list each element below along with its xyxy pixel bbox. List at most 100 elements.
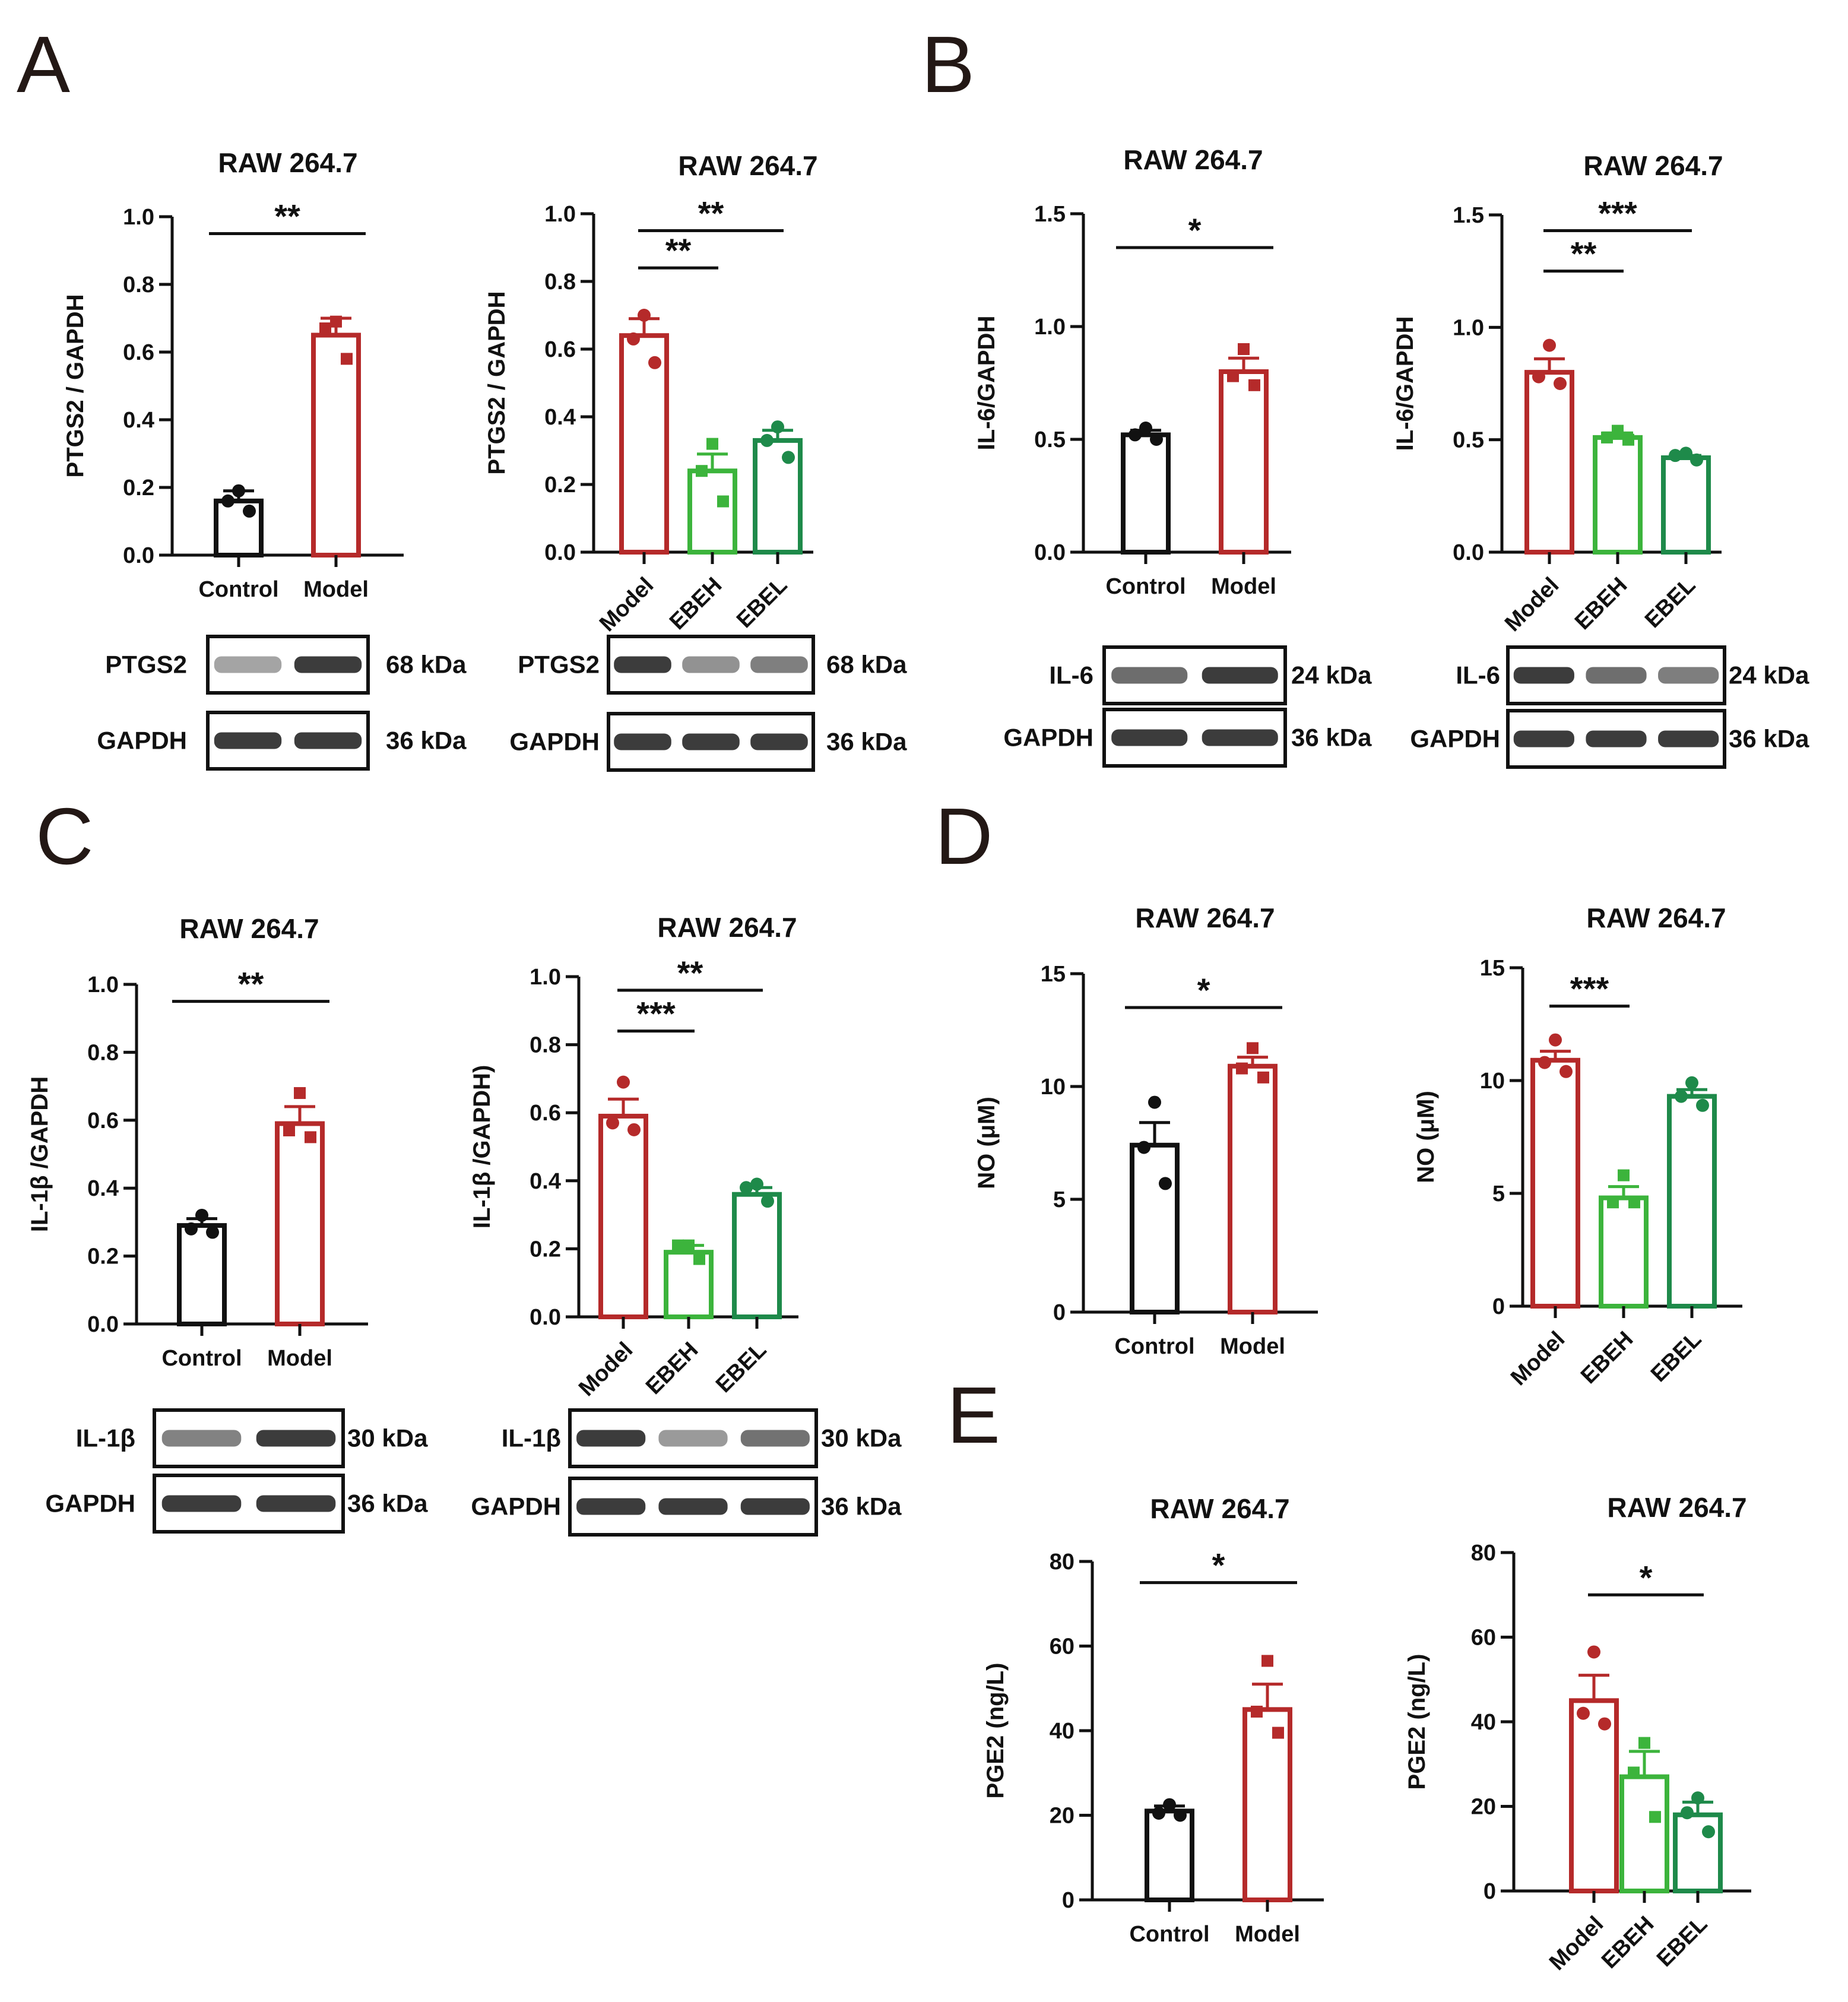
data-point xyxy=(294,1087,306,1100)
panel-letter-a: A xyxy=(17,20,70,109)
significance-label: * xyxy=(1640,1558,1653,1596)
y-tick-label: 1.0 xyxy=(530,965,561,990)
y-tick-label: 5 xyxy=(1492,1181,1505,1206)
y-tick-label: 0.8 xyxy=(87,1040,119,1065)
blot-row-label: GAPDH xyxy=(1003,724,1093,752)
data-point xyxy=(683,1239,695,1252)
significance-label: *** xyxy=(636,995,676,1032)
data-point xyxy=(1163,1798,1176,1811)
y-tick-label: 0.5 xyxy=(1034,427,1066,452)
blot-band xyxy=(294,732,362,749)
data-point xyxy=(1669,449,1682,463)
significance-label: * xyxy=(1188,211,1202,249)
data-point xyxy=(1702,1825,1715,1839)
blot-band xyxy=(1658,730,1719,747)
panel-letter-c: C xyxy=(36,791,94,881)
data-point xyxy=(1159,1177,1172,1190)
blot-band xyxy=(1658,667,1719,684)
y-tick-label: 10 xyxy=(1041,1075,1066,1100)
x-tick-label: Model xyxy=(267,1346,332,1371)
data-point xyxy=(1236,1062,1248,1075)
data-point xyxy=(761,1195,774,1208)
y-tick-label: 1.0 xyxy=(123,205,154,230)
blot-band xyxy=(1513,730,1574,747)
data-point xyxy=(1587,1645,1600,1659)
data-point xyxy=(1227,370,1239,382)
y-tick-label: 80 xyxy=(1471,1541,1496,1566)
data-point xyxy=(1675,1089,1688,1103)
blot-band xyxy=(658,1498,728,1515)
data-point xyxy=(319,322,331,335)
data-point xyxy=(771,420,784,434)
data-point xyxy=(1238,343,1250,355)
y-tick-label: 20 xyxy=(1471,1795,1496,1820)
blot-row-label: IL-1β xyxy=(76,1424,135,1452)
y-axis-label: PGE2 (ng/L) xyxy=(982,1663,1009,1799)
y-tick-label: 0.2 xyxy=(544,473,576,498)
x-tick-label: Control xyxy=(1129,1922,1209,1947)
blot-band xyxy=(614,656,671,673)
chart-title: RAW 264.7 xyxy=(678,150,817,181)
significance-label: ** xyxy=(698,195,724,232)
blot-band xyxy=(214,732,282,749)
data-point xyxy=(1257,1071,1269,1084)
blot-row-label: IL-6 xyxy=(1456,661,1500,689)
x-tick-label: Control xyxy=(198,577,278,602)
blot-band xyxy=(1111,729,1188,746)
y-axis-label: PTGS2 / GAPDH xyxy=(484,292,510,475)
data-point xyxy=(1638,1737,1650,1749)
data-point xyxy=(1685,1076,1698,1089)
y-tick-label: 1.5 xyxy=(1034,202,1066,227)
data-point xyxy=(1137,1141,1150,1154)
x-tick-label: Control xyxy=(1114,1334,1194,1359)
blot-kda-label: 36 kDa xyxy=(347,1490,428,1518)
data-point xyxy=(782,451,795,464)
y-tick-label: 5 xyxy=(1053,1187,1066,1212)
data-point xyxy=(1681,1806,1694,1820)
chart-c1: RAW 264.7 0.0 0.2 0.4 0.6 0.8 1.0 IL-1β /GAPDH C… xyxy=(27,913,428,1534)
data-point xyxy=(1618,1169,1630,1181)
data-point xyxy=(1538,1056,1551,1069)
blot-kda-label: 24 kDa xyxy=(1729,661,1809,689)
panel-letter-d: D xyxy=(935,791,993,881)
y-tick-label: 0.0 xyxy=(544,540,576,565)
data-point xyxy=(305,1131,316,1143)
blot-kda-label: 36 kDa xyxy=(826,728,907,756)
blot-kda-label: 30 kDa xyxy=(821,1424,902,1452)
y-tick-label: 0.8 xyxy=(544,270,576,294)
y-tick-label: 0.2 xyxy=(123,476,154,500)
panel-letter-b: B xyxy=(921,20,975,109)
blot-row-label: GAPDH xyxy=(471,1493,561,1520)
chart-d1: RAW 264.7 0 5 10 15 NO (μM) Control Model * xyxy=(974,902,1318,1359)
y-tick-label: 0.4 xyxy=(530,1169,561,1194)
y-tick-label: 15 xyxy=(1480,956,1505,981)
significance-label: * xyxy=(1197,971,1210,1009)
y-tick-label: 0.6 xyxy=(87,1108,119,1133)
significance-label: ** xyxy=(677,954,703,992)
blot-row-label: IL-1β xyxy=(502,1424,561,1452)
data-point xyxy=(717,495,729,508)
y-tick-label: 10 xyxy=(1480,1069,1505,1094)
y-tick-label: 0.6 xyxy=(544,337,576,362)
chart-title: RAW 264.7 xyxy=(657,912,797,943)
blot-band xyxy=(614,733,671,750)
y-tick-label: 60 xyxy=(1050,1634,1074,1659)
y-tick-label: 0 xyxy=(1484,1879,1496,1904)
y-tick-label: 1.0 xyxy=(544,202,576,227)
chart-title: RAW 264.7 xyxy=(1586,902,1726,933)
panel-letter-e: E xyxy=(947,1370,1000,1460)
y-tick-label: 0.2 xyxy=(530,1237,561,1262)
data-point xyxy=(1532,370,1545,384)
blot-kda-label: 36 kDa xyxy=(1291,724,1372,752)
blot-band xyxy=(658,1430,728,1447)
y-tick-label: 0.0 xyxy=(87,1312,119,1337)
blot-row-label: IL-6 xyxy=(1049,661,1093,689)
chart-a2: RAW 264.7 0.0 0.2 0.4 0.6 0.8 1.0 PTGS2 / GAPDH… xyxy=(484,150,907,772)
data-point xyxy=(706,438,718,450)
blot-band xyxy=(1111,667,1188,684)
data-point xyxy=(740,1181,753,1195)
data-point xyxy=(1148,1095,1161,1109)
data-point xyxy=(1607,1196,1619,1209)
y-tick-label: 0.5 xyxy=(1453,428,1484,453)
blot-band xyxy=(576,1498,646,1515)
